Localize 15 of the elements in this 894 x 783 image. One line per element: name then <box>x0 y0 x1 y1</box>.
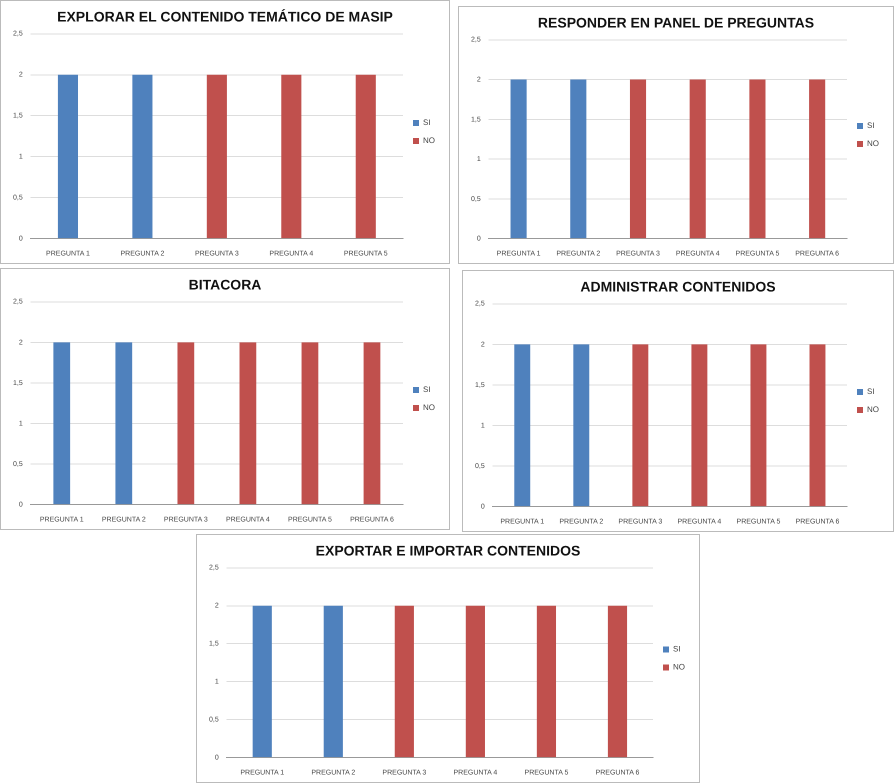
chart-title: EXPLORAR EL CONTENIDO TEMÁTICO DE MASIP <box>57 8 393 24</box>
legend-label: SI <box>673 644 681 654</box>
legend-label: NO <box>423 136 435 146</box>
legend-label: NO <box>867 405 879 414</box>
chart-title: EXPORTAR E IMPORTAR CONTENIDOS <box>316 542 580 558</box>
legend-label: SI <box>867 121 875 130</box>
legend-label: SI <box>423 118 431 128</box>
legend-label: SI <box>867 387 875 396</box>
chart-title: BITACORA <box>188 276 262 292</box>
chart-title: ADMINISTRAR CONTENIDOS <box>580 278 776 294</box>
legend-label: SI <box>423 385 431 394</box>
legend-label: NO <box>423 403 435 412</box>
legend-label: NO <box>673 662 685 672</box>
legend-label: NO <box>867 139 879 148</box>
chart-title: RESPONDER EN PANEL DE PREGUNTAS <box>538 14 814 30</box>
